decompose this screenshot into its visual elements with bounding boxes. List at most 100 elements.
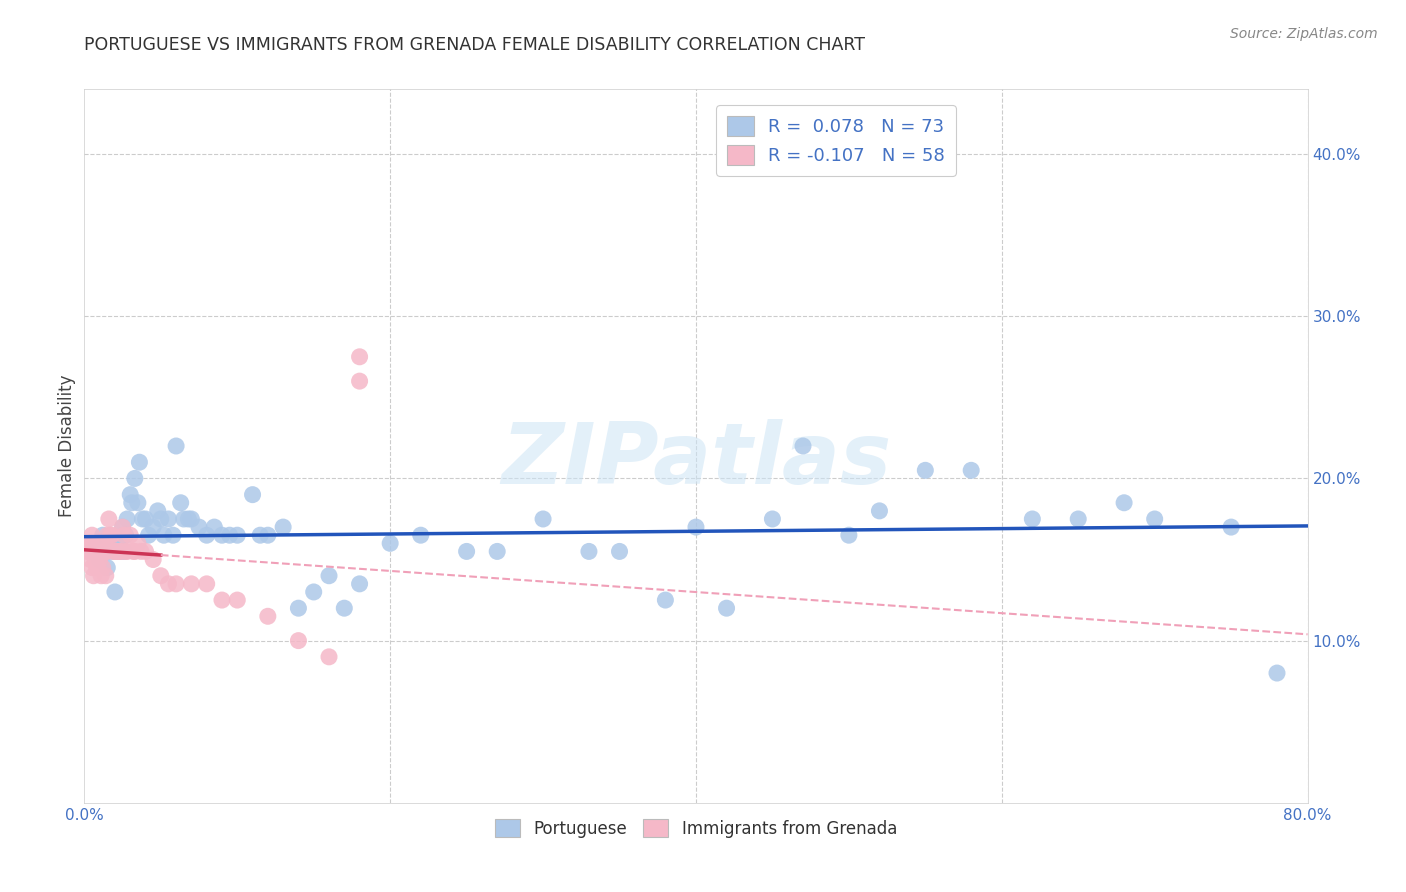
Point [960,463,983,477]
Point [80,544,103,558]
Point [93,544,115,558]
Point [103,544,125,558]
Point [1114,496,1136,510]
Point [91,544,114,558]
Point [124,471,146,485]
Point [79,536,101,550]
Point [149,512,172,526]
Point [914,463,936,477]
Point [188,520,211,534]
Point [93,544,115,558]
Point [333,601,356,615]
Point [129,544,152,558]
Point [115,544,138,558]
Point [838,528,860,542]
Point [91,528,114,542]
Point [287,601,309,615]
Point [195,528,218,542]
Point [318,649,340,664]
Point [654,593,676,607]
Point [149,568,172,582]
Point [578,544,600,558]
Point [89,536,111,550]
Point [1265,666,1288,681]
Point [135,544,157,558]
Point [84,552,107,566]
Point [211,528,233,542]
Point [80,528,103,542]
Point [121,496,143,510]
Point [287,633,309,648]
Point [97,544,120,558]
Point [77,544,100,558]
Point [249,528,271,542]
Point [86,536,108,550]
Point [83,544,105,558]
Point [380,536,402,550]
Point [120,488,142,502]
Point [177,512,200,526]
Point [96,528,118,542]
Point [1143,512,1166,526]
Point [101,528,124,542]
Point [105,544,128,558]
Point [110,544,132,558]
Point [105,544,128,558]
Point [170,496,193,510]
Point [1021,512,1043,526]
Point [120,528,142,542]
Point [104,585,127,599]
Point [157,577,180,591]
Point [1067,512,1090,526]
Point [87,560,110,574]
Point [94,544,117,558]
Point [162,528,184,542]
Point [869,504,891,518]
Point [165,439,187,453]
Point [107,544,129,558]
Point [127,536,149,550]
Point [112,528,135,542]
Point [114,544,136,558]
Point [87,544,110,558]
Point [86,544,108,558]
Point [96,544,118,558]
Point [122,544,145,558]
Point [531,512,554,526]
Text: PORTUGUESE VS IMMIGRANTS FROM GRENADA FEMALE DISABILITY CORRELATION CHART: PORTUGUESE VS IMMIGRANTS FROM GRENADA FE… [84,36,865,54]
Point [75,536,97,550]
Point [761,512,783,526]
Point [486,544,509,558]
Point [97,512,120,526]
Point [142,552,165,566]
Point [128,455,150,469]
Point [226,593,249,607]
Point [89,552,111,566]
Point [91,560,114,574]
Point [257,528,280,542]
Point [146,504,169,518]
Y-axis label: Female Disability: Female Disability [58,375,76,517]
Point [242,488,264,502]
Point [349,577,371,591]
Point [1220,520,1243,534]
Point [79,552,101,566]
Point [90,568,112,582]
Point [84,544,107,558]
Point [180,577,202,591]
Point [211,593,233,607]
Point [114,528,136,542]
Point [94,568,117,582]
Point [76,544,98,558]
Point [153,528,176,542]
Point [349,374,371,388]
Point [104,544,127,558]
Point [111,520,134,534]
Point [107,536,129,550]
Point [80,560,103,574]
Point [138,528,160,542]
Point [180,512,202,526]
Point [685,520,707,534]
Point [142,520,165,534]
Point [302,585,325,599]
